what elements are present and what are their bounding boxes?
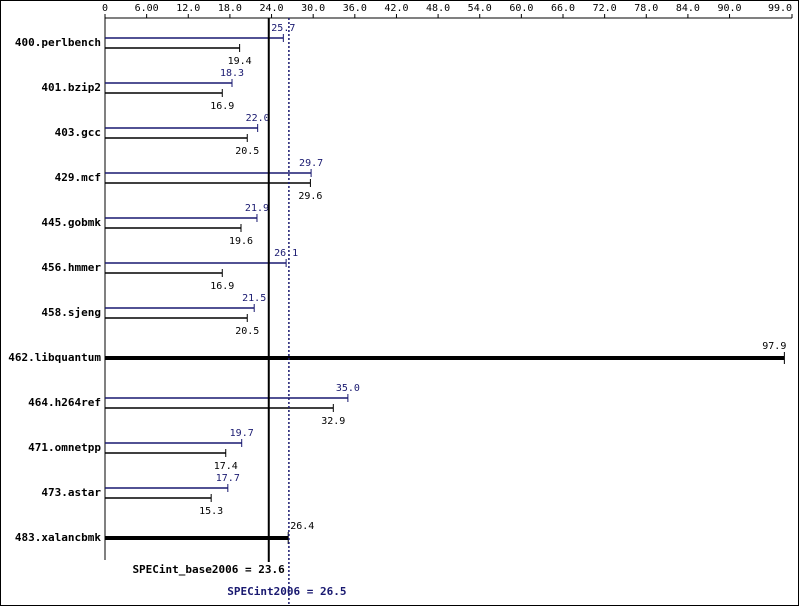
x-tick-label: 60.0 — [509, 3, 533, 14]
value-label: 29.7 — [299, 158, 323, 169]
value-label: 29.6 — [298, 191, 322, 202]
x-tick-label: 18.0 — [218, 3, 242, 14]
value-label: 26.4 — [290, 521, 314, 532]
x-tick-label: 66.0 — [551, 3, 575, 14]
x-tick-label: 99.0 — [768, 3, 792, 14]
category-label: 471.omnetpp — [28, 441, 101, 454]
category-label: 401.bzip2 — [41, 81, 101, 94]
value-label: 25.7 — [271, 23, 295, 34]
value-label: 97.9 — [762, 341, 786, 352]
value-label: 19.7 — [230, 428, 254, 439]
value-label: 20.5 — [235, 146, 259, 157]
value-label: 26.1 — [274, 248, 298, 259]
category-label: 400.perlbench — [15, 36, 101, 49]
value-label: 17.4 — [214, 461, 238, 472]
value-label: 18.3 — [220, 68, 244, 79]
category-label: 458.sjeng — [41, 306, 101, 319]
bar — [105, 356, 785, 360]
category-label: 473.astar — [41, 486, 101, 499]
value-label: 16.9 — [210, 281, 234, 292]
value-label: 19.4 — [228, 56, 252, 67]
value-label: 19.6 — [229, 236, 253, 247]
value-label: 21.9 — [245, 203, 269, 214]
category-label: 462.libquantum — [8, 351, 101, 364]
x-tick-label: 0 — [102, 3, 108, 14]
x-tick-label: 48.0 — [426, 3, 450, 14]
bar — [105, 536, 289, 540]
value-label: 22.0 — [246, 113, 270, 124]
value-label: 15.3 — [199, 506, 223, 517]
x-tick-label: 24.0 — [259, 3, 283, 14]
x-tick-label: 84.0 — [676, 3, 700, 14]
value-label: 20.5 — [235, 326, 259, 337]
reference-label: SPECint2006 = 26.5 — [227, 585, 346, 598]
x-tick-label: 42.0 — [384, 3, 408, 14]
x-tick-label: 54.0 — [468, 3, 492, 14]
x-tick-label: 90.0 — [717, 3, 741, 14]
x-tick-label: 6.00 — [135, 3, 159, 14]
value-label: 21.5 — [242, 293, 266, 304]
x-tick-label: 72.0 — [593, 3, 617, 14]
x-tick-label: 30.0 — [301, 3, 325, 14]
reference-label: SPECint_base2006 = 23.6 — [132, 563, 285, 576]
category-label: 464.h264ref — [28, 396, 101, 409]
x-tick-label: 36.0 — [343, 3, 367, 14]
category-label: 403.gcc — [55, 126, 101, 139]
x-tick-label: 78.0 — [634, 3, 658, 14]
category-label: 445.gobmk — [41, 216, 101, 229]
category-label: 429.mcf — [55, 171, 101, 184]
value-label: 32.9 — [321, 416, 345, 427]
category-label: 456.hmmer — [41, 261, 101, 274]
value-label: 16.9 — [210, 101, 234, 112]
x-tick-label: 12.0 — [176, 3, 200, 14]
value-label: 17.7 — [216, 473, 240, 484]
value-label: 35.0 — [336, 383, 360, 394]
category-label: 483.xalancbmk — [15, 531, 101, 544]
